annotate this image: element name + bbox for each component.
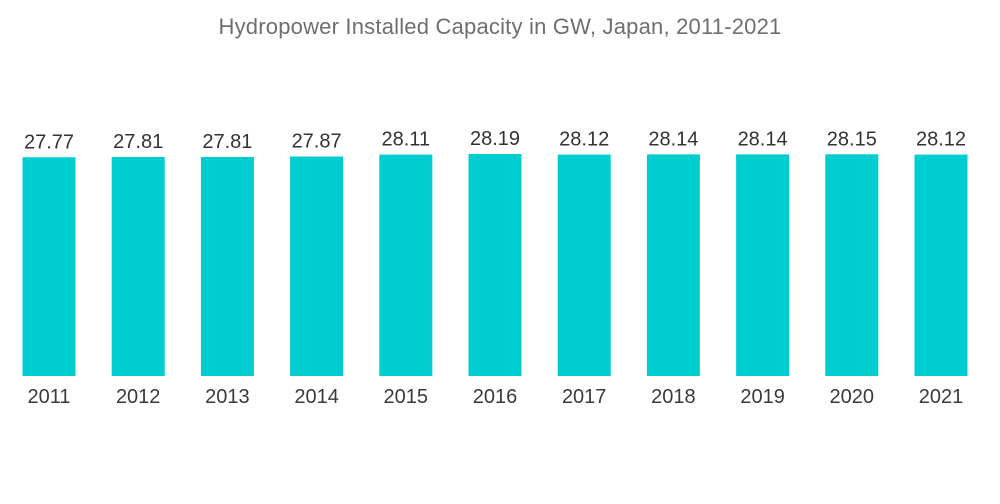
x-tick-label-2016: 2016	[473, 386, 518, 408]
bar-2012	[111, 157, 165, 376]
value-label-2020: 28.15	[827, 128, 877, 150]
x-tick-label-2021: 2021	[919, 386, 964, 408]
bar-2021	[914, 154, 968, 376]
value-label-2021: 28.12	[916, 129, 966, 151]
value-label-2019: 28.14	[738, 128, 788, 150]
x-tick-label-2015: 2015	[384, 386, 429, 408]
chart-title: Hydropower Installed Capacity in GW, Jap…	[218, 14, 782, 39]
x-tick-label-2012: 2012	[116, 386, 161, 408]
value-label-2018: 28.14	[648, 128, 698, 150]
bar-2018	[646, 154, 700, 376]
bar-2015	[379, 154, 433, 376]
bar-2013	[200, 157, 254, 376]
value-labels-group: 27.77 27.81 27.81 27.87 28.11 28.19 28.12 28.14…	[24, 128, 966, 153]
x-tick-label-2020: 2020	[830, 386, 875, 408]
x-tick-labels-group: 2011 2012 2013 2014 2015 2016 2017 2018 2019 2020…	[27, 386, 963, 408]
value-label-2016: 28.19	[470, 128, 520, 150]
x-tick-label-2011: 2011	[27, 386, 70, 408]
bar-2016	[468, 154, 522, 376]
x-tick-label-2013: 2013	[205, 386, 250, 408]
bar-2017	[557, 154, 611, 376]
bar-2020	[825, 154, 879, 376]
x-tick-label-2017: 2017	[562, 386, 607, 408]
bars-group	[22, 154, 968, 376]
value-label-2014: 27.87	[292, 131, 342, 153]
value-label-2017: 28.12	[559, 129, 609, 151]
bar-2011	[22, 157, 76, 376]
value-label-2011: 27.77	[24, 131, 74, 153]
bar-2019	[736, 154, 790, 376]
value-label-2015: 28.11	[382, 129, 431, 151]
bar-2014	[290, 156, 344, 376]
value-label-2013: 27.81	[202, 131, 252, 153]
x-tick-label-2018: 2018	[651, 386, 696, 408]
value-label-2012: 27.81	[113, 131, 163, 153]
x-tick-label-2019: 2019	[740, 386, 785, 408]
x-tick-label-2014: 2014	[294, 386, 339, 408]
